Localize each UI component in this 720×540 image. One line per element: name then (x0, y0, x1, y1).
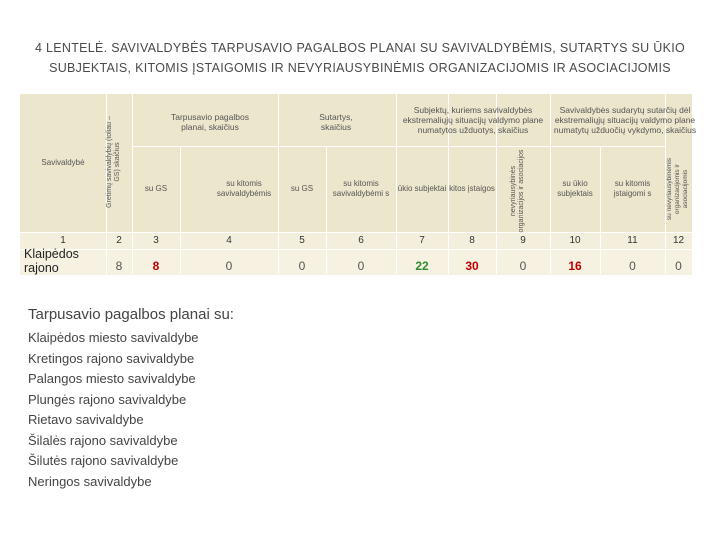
list-item: Palangos miesto savivaldybe (28, 371, 196, 386)
header-sutartys: Sutartys, skaičius (319, 112, 353, 132)
col-num-6: 6 (358, 234, 364, 246)
table-title: 4 LENTELĖ. SAVIVALDYBĖS TARPUSAVIO PAGAL… (30, 38, 690, 78)
col-num-9: 9 (520, 234, 526, 246)
cell-tarp-su-kitomis: 0 (225, 259, 233, 273)
list-item: Plungės rajono savivaldybe (28, 391, 187, 407)
col-num-12: 12 (672, 234, 685, 246)
title-line-2: SUBJEKTAIS, KITOMIS ĮSTAIGOMIS IR NEVYRI… (49, 61, 671, 75)
col-num-2: 2 (116, 234, 122, 246)
cell-gretimu: 8 (115, 259, 123, 273)
cell-su-kitomis-istaigomis: 0 (629, 259, 636, 273)
cell-nevyr-org: 0 (519, 259, 527, 273)
header-su-kitomis-istaigomis: su kitomis įstaigomi s (613, 179, 652, 198)
assistance-table: Savivaldybė Gretimų savivaldybių (toliau… (20, 94, 696, 275)
header-gretimu-gs: Gretimų savivaldybių (toliau – GS) skaič… (106, 116, 121, 208)
col-num-8: 8 (469, 234, 475, 246)
list-item: Šilutės rajono savivaldybe (28, 453, 179, 468)
header-tarpusavio-planai: Tarpusavio pagalbos planai, skaičius (171, 112, 249, 132)
header-kitos-istaigos: kitos įstaigos (449, 184, 495, 193)
list-item: Rietavo savivaldybe (28, 412, 144, 427)
cell-ukio-subjektai: 22 (415, 259, 429, 273)
row-municipality-name: Klaipėdos rajono (24, 247, 79, 275)
cell-su-nevyr: 0 (675, 259, 682, 273)
cell-sut-su-kitomis: 0 (357, 259, 365, 273)
list-item: Šilalės rajono savivaldybe (28, 432, 178, 448)
cell-su-ukio: 16 (568, 259, 582, 273)
header-su-kitomis-2: su kitomis savivaldybėmi s (332, 179, 390, 198)
header-subjektu-skaicius: Subjektų, kuriems savivaldybės ekstremal… (402, 105, 544, 135)
header-nevyr-org: nevyriausybinės organizacijos ir asociac… (510, 149, 525, 233)
col-num-10: 10 (569, 234, 581, 246)
header-su-kitomis-1: su kitomis savivaldybėmis (216, 179, 272, 198)
header-su-ukio-subjektais: su ūkio subjektais (557, 179, 593, 198)
header-savivaldybe: Savivaldybė (41, 158, 85, 167)
cell-kitos-istaigos: 30 (465, 259, 479, 273)
header-su-gs-2: su GS (290, 184, 314, 193)
list-item: Neringos savivaldybe (28, 473, 152, 489)
list-item: Klaipėdos miesto savivaldybe (28, 330, 199, 345)
col-num-5: 5 (299, 234, 305, 246)
col-num-7: 7 (419, 234, 425, 246)
plans-heading: Tarpusavio pagalbos planai su: (28, 306, 234, 323)
column-number-row (20, 232, 692, 249)
col-num-3: 3 (153, 234, 159, 246)
header-su-nevyr: su nevyriausybinėmis organizacijomis ir … (666, 157, 689, 221)
municipality-list: Klaipėdos miesto savivaldybe Kretingos r… (28, 328, 199, 492)
title-line-1: 4 LENTELĖ. SAVIVALDYBĖS TARPUSAVIO PAGAL… (34, 41, 686, 55)
list-item: Kretingos rajono savivaldybe (28, 350, 195, 366)
col-num-1: 1 (60, 234, 66, 246)
header-savivaldybes-sutarciu: Savivaldybės sudarytų sutarčių dėl ekstr… (553, 105, 697, 135)
col-num-4: 4 (226, 234, 232, 246)
cell-tarp-su-gs: 8 (152, 259, 160, 273)
col-num-11: 11 (627, 234, 638, 246)
header-ukio-subjektai: ūkio subjektai (397, 184, 447, 193)
cell-sut-su-gs: 0 (298, 259, 306, 273)
header-su-gs-1: su GS (144, 184, 168, 193)
